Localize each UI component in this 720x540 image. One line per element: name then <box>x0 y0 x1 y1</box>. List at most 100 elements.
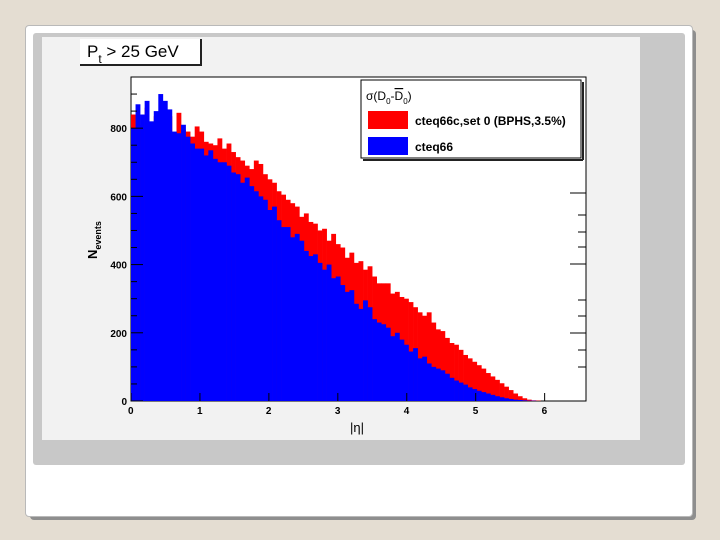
blue-bar <box>449 377 455 401</box>
blue-bar <box>140 114 145 402</box>
red-bar <box>431 322 437 401</box>
blue-bar <box>390 336 396 401</box>
x-axis-label: |η| <box>350 420 364 435</box>
blue-bar <box>376 322 382 401</box>
blue-bar <box>176 133 182 401</box>
blue-bar <box>326 264 332 401</box>
y-axis-label: Nevents <box>85 221 103 259</box>
x-tick-label: 2 <box>266 406 272 417</box>
blue-bar <box>504 398 509 401</box>
blue-bar <box>399 339 405 401</box>
blue-bar <box>358 308 364 401</box>
chart-title-main: P <box>87 42 98 61</box>
chart-title-box: Pt > 25 GeV <box>80 39 202 66</box>
blue-bar <box>267 210 273 401</box>
blue-bar <box>335 276 341 401</box>
red-bar <box>426 312 432 401</box>
blue-bar <box>322 269 327 401</box>
red-bar <box>490 376 496 401</box>
red-bar <box>481 368 487 401</box>
blue-bar <box>135 104 141 401</box>
x-tick-label: 0 <box>128 406 134 417</box>
y-tick-label: 200 <box>110 329 127 340</box>
blue-bar <box>231 172 236 401</box>
blue-bar <box>249 186 255 401</box>
blue-bar <box>363 300 368 401</box>
blue-bar <box>171 131 177 401</box>
blue-bar <box>385 327 391 401</box>
blue-bar <box>367 307 373 401</box>
x-tick-label: 5 <box>473 406 479 417</box>
red-bar <box>444 337 450 401</box>
y-tick-label: 600 <box>110 192 127 203</box>
red-bar <box>526 399 532 401</box>
blue-bar <box>431 366 437 401</box>
blue-bar <box>240 182 246 401</box>
red-bar <box>517 396 523 401</box>
blue-bar <box>222 162 227 401</box>
y-axis-ticks: 0 200 400 600 800 <box>110 93 143 408</box>
blue-bar <box>281 227 286 401</box>
blue-bar <box>181 124 186 401</box>
blue-bar <box>372 319 377 401</box>
legend-entry-red: cteq66c,set 0 (BPHS,3.5%) <box>415 114 566 128</box>
blue-bar <box>381 324 387 401</box>
chart-title-rest: > 25 GeV <box>102 42 180 61</box>
blue-bar <box>290 237 296 401</box>
red-bar <box>513 393 519 401</box>
blue-bar <box>467 387 473 401</box>
blue-bar <box>244 177 250 401</box>
blue-bar <box>394 332 400 401</box>
y-tick-label: 800 <box>110 124 127 135</box>
blue-bar <box>167 109 173 402</box>
blue-bar <box>203 155 209 401</box>
blue-bar <box>495 396 500 401</box>
blue-bar <box>481 392 487 401</box>
blue-bar <box>517 399 523 401</box>
blue-bar <box>349 290 355 401</box>
blue-bar <box>472 389 478 401</box>
x-tick-label: 1 <box>197 406 203 417</box>
blue-bar <box>508 398 514 401</box>
blue-bar <box>162 100 168 402</box>
red-bar <box>435 329 441 401</box>
y-tick-label: 0 <box>121 397 127 408</box>
blue-bar <box>458 382 464 401</box>
legend-title-sub1: 0 <box>386 97 391 106</box>
blue-bar <box>313 254 318 401</box>
blue-bar <box>308 256 314 401</box>
blue-bar <box>226 165 232 401</box>
blue-bar <box>185 136 191 401</box>
y-tick-label: 400 <box>110 261 127 272</box>
y-axis-label-sub: events <box>93 221 103 250</box>
x-tick-label: 6 <box>542 406 548 417</box>
legend-swatch-red <box>368 111 408 129</box>
legend-title-mid: - <box>391 89 395 103</box>
blue-bar <box>190 143 195 401</box>
blue-bar <box>440 370 446 401</box>
blue-bar <box>235 174 241 401</box>
x-tick-label: 3 <box>335 406 341 417</box>
blue-bar <box>426 363 432 401</box>
blue-bar <box>499 397 505 401</box>
red-bar <box>485 373 491 401</box>
x-axis-ticks: 0 1 2 3 4 5 6 <box>128 393 548 417</box>
red-bar <box>408 302 414 401</box>
red-bar <box>463 354 468 401</box>
blue-bar <box>490 394 496 401</box>
chart-title-sub: t <box>98 52 102 66</box>
blue-bar <box>353 303 359 401</box>
red-bar <box>504 386 509 401</box>
blue-bar <box>331 278 337 401</box>
blue-bar <box>208 150 214 401</box>
blue-bar <box>299 240 305 401</box>
blue-bar <box>454 380 459 401</box>
blue-bar <box>285 227 291 401</box>
blue-bar <box>294 233 300 401</box>
blue-bar <box>435 368 441 401</box>
blue-bar <box>444 373 450 401</box>
blue-bar <box>194 148 200 401</box>
red-bar <box>522 398 528 401</box>
red-bar <box>467 358 473 401</box>
legend-title: σ(D0-D0) <box>366 89 412 106</box>
